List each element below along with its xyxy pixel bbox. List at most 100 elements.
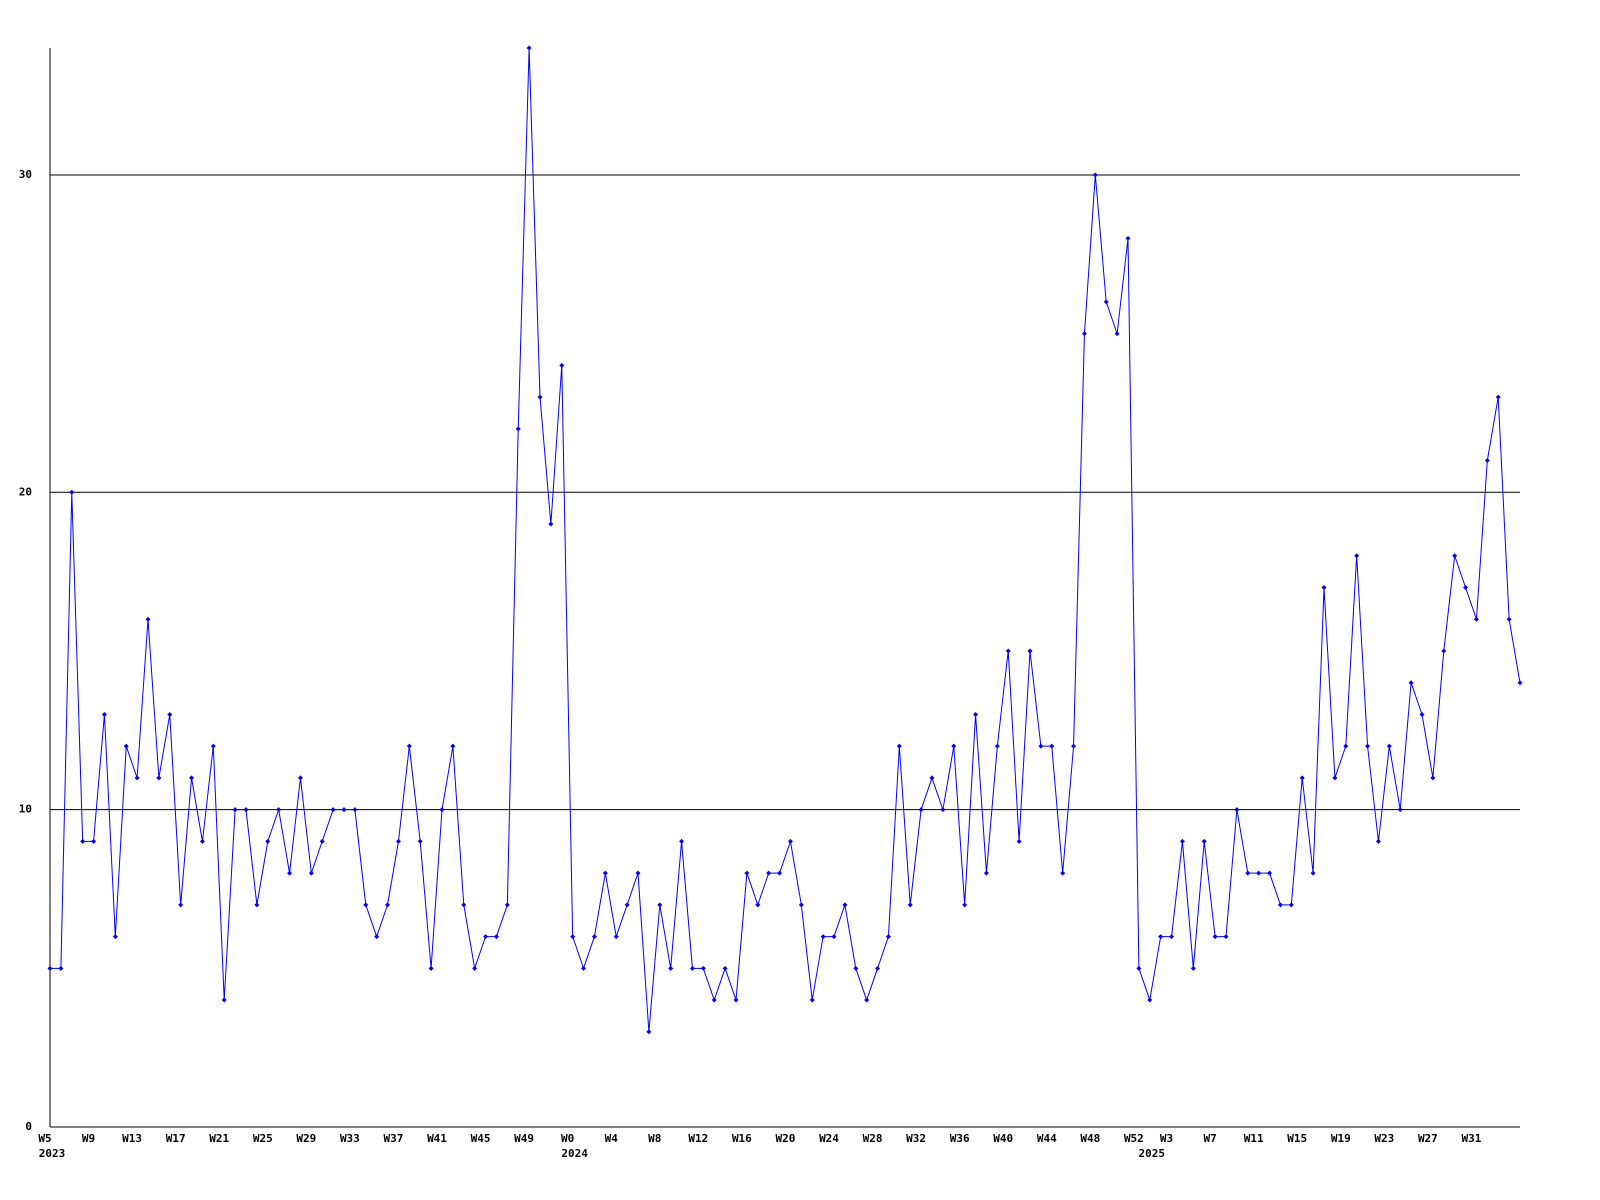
point bbox=[363, 902, 369, 908]
point bbox=[91, 838, 97, 844]
point bbox=[374, 934, 380, 940]
point bbox=[1397, 807, 1403, 813]
point bbox=[58, 965, 64, 971]
point bbox=[80, 838, 86, 844]
x-tick-label: W45 bbox=[471, 1132, 491, 1145]
point bbox=[406, 743, 412, 749]
point bbox=[668, 965, 674, 971]
x-tick-label: W40 bbox=[993, 1132, 1013, 1145]
point bbox=[940, 807, 946, 813]
point bbox=[199, 838, 205, 844]
point bbox=[330, 807, 336, 813]
x-tick-label: W0 bbox=[561, 1132, 574, 1145]
point bbox=[450, 743, 456, 749]
point bbox=[635, 870, 641, 876]
point bbox=[515, 426, 521, 432]
point bbox=[929, 775, 935, 781]
point bbox=[1463, 585, 1469, 590]
point bbox=[493, 934, 499, 940]
point bbox=[689, 965, 695, 971]
point bbox=[1267, 870, 1273, 876]
point bbox=[461, 902, 467, 908]
point bbox=[570, 934, 576, 940]
point bbox=[1147, 997, 1153, 1003]
point bbox=[483, 934, 489, 940]
x-year-label: 2023 bbox=[39, 1147, 66, 1160]
point bbox=[591, 934, 597, 940]
x-tick-label: W31 bbox=[1462, 1132, 1482, 1145]
point bbox=[1049, 743, 1055, 749]
point bbox=[1343, 743, 1349, 749]
point bbox=[167, 711, 173, 717]
point bbox=[1473, 616, 1479, 622]
point bbox=[112, 934, 118, 940]
point bbox=[1288, 902, 1294, 908]
point bbox=[744, 870, 750, 876]
point bbox=[1114, 331, 1120, 337]
point bbox=[276, 807, 282, 813]
point bbox=[733, 997, 739, 1003]
point bbox=[1038, 743, 1044, 749]
point bbox=[602, 870, 608, 876]
point bbox=[472, 965, 478, 971]
point bbox=[287, 870, 293, 876]
point bbox=[1071, 743, 1077, 749]
point bbox=[885, 934, 891, 940]
point bbox=[1299, 775, 1305, 781]
x-tick-label: W24 bbox=[819, 1132, 839, 1145]
point bbox=[896, 743, 902, 749]
point bbox=[210, 743, 216, 749]
point bbox=[1430, 775, 1436, 781]
point bbox=[1027, 648, 1033, 654]
point bbox=[679, 838, 685, 844]
point bbox=[777, 870, 783, 876]
x-tick-label: W19 bbox=[1331, 1132, 1351, 1145]
x-tick-label: W49 bbox=[514, 1132, 534, 1145]
point bbox=[853, 965, 859, 971]
point bbox=[537, 394, 543, 400]
point bbox=[1441, 648, 1447, 654]
point bbox=[907, 902, 913, 908]
point bbox=[1092, 172, 1098, 178]
point bbox=[1223, 934, 1229, 940]
point bbox=[842, 902, 848, 908]
point bbox=[178, 902, 184, 908]
point bbox=[951, 743, 957, 749]
point bbox=[1484, 458, 1490, 464]
point bbox=[1158, 934, 1164, 940]
x-tick-label: W48 bbox=[1080, 1132, 1100, 1145]
point bbox=[341, 807, 347, 813]
point bbox=[809, 997, 815, 1003]
point bbox=[1365, 743, 1371, 749]
point bbox=[755, 902, 761, 908]
point bbox=[581, 965, 587, 971]
x-tick-label: W5 bbox=[38, 1132, 51, 1145]
point bbox=[820, 934, 826, 940]
point bbox=[918, 807, 924, 813]
point bbox=[1103, 299, 1109, 305]
x-tick-label: W16 bbox=[732, 1132, 752, 1145]
point bbox=[189, 775, 195, 781]
x-tick-label: W32 bbox=[906, 1132, 926, 1145]
x-tick-label: W4 bbox=[605, 1132, 619, 1145]
point bbox=[798, 902, 804, 908]
point bbox=[101, 711, 107, 717]
x-tick-label: W9 bbox=[82, 1132, 95, 1145]
point bbox=[1321, 585, 1327, 590]
point bbox=[1005, 648, 1011, 654]
y-tick-label: 0 bbox=[25, 1120, 32, 1133]
point bbox=[1201, 838, 1207, 844]
point bbox=[1332, 775, 1338, 781]
point bbox=[962, 902, 968, 908]
point bbox=[973, 711, 979, 717]
x-tick-label: W17 bbox=[166, 1132, 186, 1145]
point bbox=[156, 775, 162, 781]
point bbox=[624, 902, 630, 908]
point bbox=[548, 521, 554, 527]
point bbox=[417, 838, 423, 844]
point bbox=[1190, 965, 1196, 971]
point bbox=[700, 965, 706, 971]
x-tick-label: W12 bbox=[688, 1132, 708, 1145]
x-tick-label: W13 bbox=[122, 1132, 142, 1145]
